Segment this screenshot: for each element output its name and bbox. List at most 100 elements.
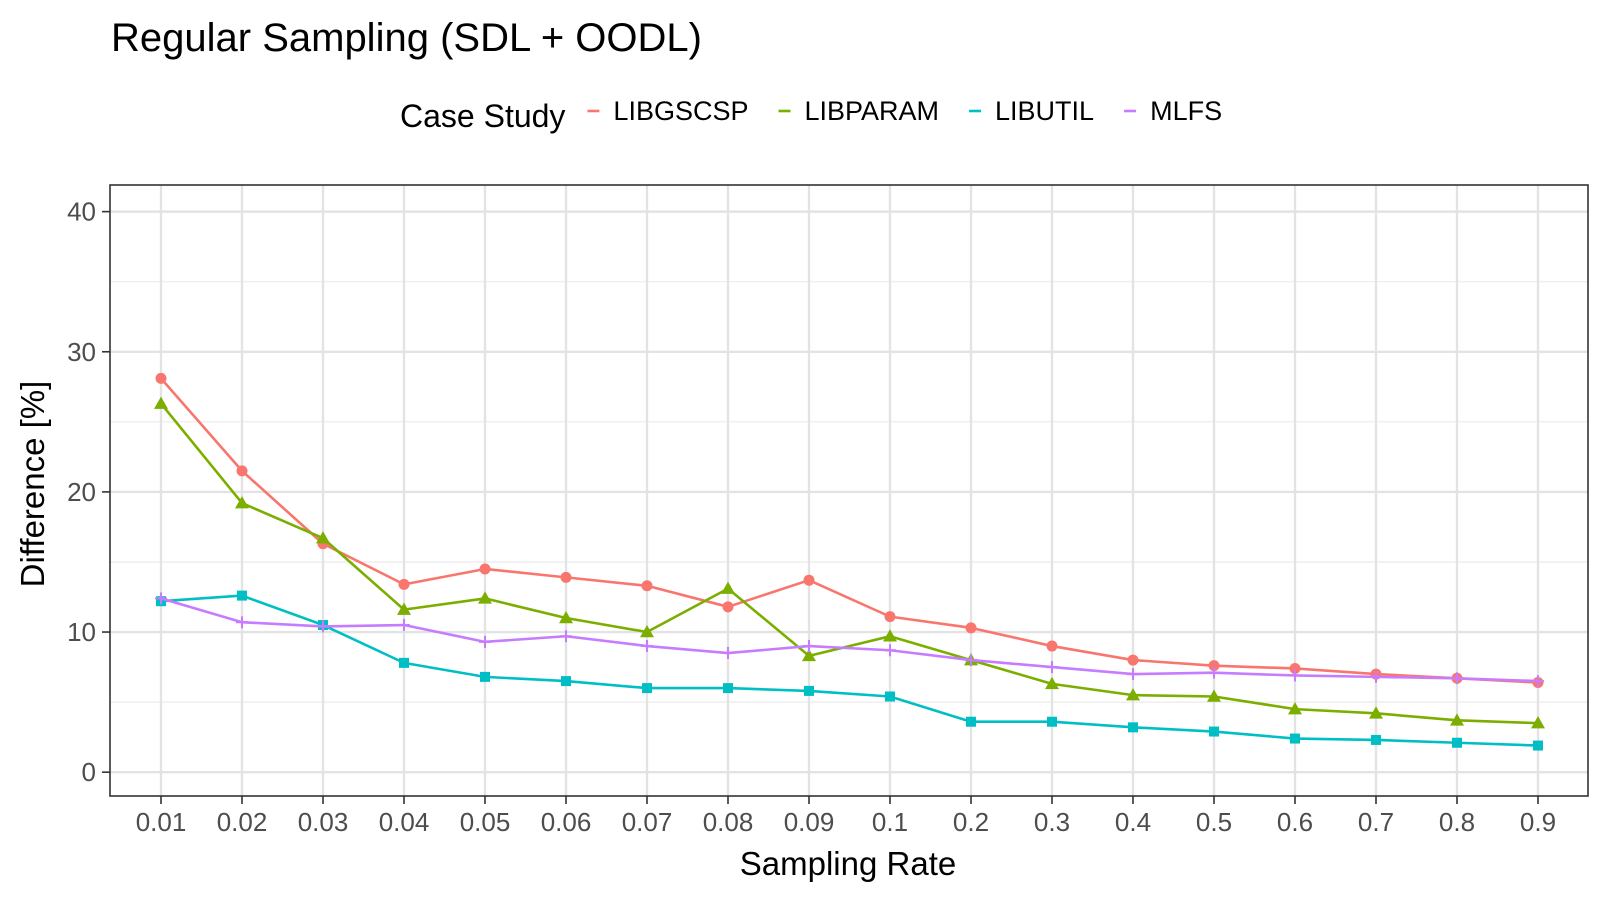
data-point-mlfs [722, 647, 734, 660]
legend-label-libutil: LIBUTIL [995, 96, 1094, 126]
data-point-libgscsp [965, 622, 977, 634]
x-tick-label: 0.8 [1439, 807, 1475, 837]
x-tick-label: 0.06 [541, 807, 592, 837]
data-point-libparam [802, 648, 816, 662]
series-line-libutil [160, 594, 1539, 747]
legend-label-libparam: LIBPARAM [804, 96, 939, 126]
data-point-libparam [883, 629, 897, 642]
grid-minor [110, 281, 1588, 703]
data-point-libutil [1371, 734, 1381, 745]
data-point-mlfs [398, 619, 410, 632]
data-point-libutil [237, 590, 247, 601]
x-tick-label: 0.08 [703, 807, 754, 837]
legend-item-mlfs: MLFS [1124, 96, 1222, 126]
y-tick-label: 40 [67, 197, 96, 227]
data-point-mlfs [479, 635, 491, 648]
data-point-libgscsp [398, 578, 410, 590]
data-point-libgscsp [1208, 660, 1220, 672]
data-point-mlfs [1532, 675, 1544, 688]
data-point-libgscsp [155, 372, 167, 384]
series-libparam [154, 396, 1545, 729]
legend-item-libparam: LIBPARAM [778, 96, 939, 126]
data-point-libutil [1209, 726, 1219, 737]
data-point-mlfs [236, 616, 248, 629]
x-tick-label: 0.6 [1277, 807, 1313, 837]
data-point-libparam [478, 591, 492, 604]
data-point-libutil [966, 716, 976, 727]
data-point-libparam [1369, 706, 1383, 719]
plot-panel [110, 185, 1588, 796]
data-point-libutil [1047, 716, 1057, 727]
x-axis-title: Sampling Rate [740, 845, 956, 882]
series-libgscsp [155, 372, 1544, 688]
y-axis-title: Difference [%] [14, 381, 51, 588]
legend-item-libgscsp: LIBGSCSP [587, 96, 748, 126]
data-point-libutil [723, 683, 733, 694]
x-tick-label: 0.07 [622, 807, 673, 837]
plot-area [109, 184, 1589, 797]
data-point-libgscsp [641, 580, 653, 592]
x-tick-label: 0.7 [1358, 807, 1394, 837]
y-axis: 0 10 20 30 40 [67, 197, 110, 787]
data-point-libparam [397, 602, 411, 615]
data-point-libparam [1126, 688, 1140, 701]
data-point-libparam [721, 581, 735, 594]
legend-title: Case Study [400, 98, 565, 134]
y-tick-label: 20 [67, 477, 96, 507]
data-point-libparam [316, 531, 330, 544]
data-point-mlfs [1208, 666, 1220, 679]
x-tick-label: 0.02 [217, 807, 268, 837]
x-tick-label: 0.3 [1034, 807, 1070, 837]
data-point-libparam [1288, 702, 1302, 715]
data-point-mlfs [1370, 670, 1382, 683]
y-tick-label: 30 [67, 337, 96, 367]
data-point-mlfs [641, 640, 653, 653]
data-point-libutil [1533, 740, 1543, 751]
y-tick-label: 10 [67, 617, 96, 647]
data-point-mlfs [803, 640, 815, 653]
data-point-libparam [1450, 713, 1464, 726]
data-point-mlfs [884, 644, 896, 657]
data-point-libutil [1452, 737, 1462, 748]
data-point-libparam [154, 396, 168, 409]
data-point-libutil [480, 671, 490, 682]
data-point-libgscsp [236, 465, 248, 477]
data-point-libutil [561, 676, 571, 687]
data-point-mlfs [560, 630, 572, 643]
x-tick-label: 0.09 [784, 807, 835, 837]
data-point-libparam [1531, 716, 1545, 729]
data-point-mlfs [965, 654, 977, 667]
x-tick-label: 0.2 [953, 807, 989, 837]
plot-border [109, 184, 1589, 797]
series-mlfs [155, 592, 1544, 688]
data-point-libgscsp [560, 571, 572, 583]
data-point-libgscsp [1127, 654, 1139, 666]
data-point-libparam [235, 496, 249, 509]
data-point-libparam [640, 625, 654, 638]
series-line-mlfs [160, 597, 1539, 683]
data-point-libgscsp [884, 611, 896, 623]
data-point-libparam [559, 611, 573, 624]
series-layer [154, 372, 1545, 751]
x-tick-label: 0.05 [460, 807, 511, 837]
data-point-libgscsp [722, 601, 734, 613]
data-point-libparam [1207, 689, 1221, 702]
x-tick-label: 0.4 [1115, 807, 1151, 837]
data-point-libgscsp [1289, 662, 1301, 674]
x-tick-label: 0.1 [872, 807, 908, 837]
data-point-libparam [1045, 676, 1059, 690]
data-point-libgscsp [803, 574, 815, 586]
x-tick-label: 0.5 [1196, 807, 1232, 837]
x-tick-label: 0.04 [379, 807, 430, 837]
y-tick-label: 0 [82, 757, 96, 787]
chart-title: Regular Sampling (SDL + OODL) [111, 16, 702, 60]
legend-item-libutil: LIBUTIL [969, 96, 1094, 126]
x-axis: 0.01 0.02 0.03 0.04 0.05 0.06 0.07 0.08 0.09 0.1 0… [136, 796, 1556, 837]
legend: Case Study LIBGSCSP LIBPARAM LIBUTIL MLFS [400, 96, 1222, 134]
data-point-mlfs [1289, 669, 1301, 682]
data-point-mlfs [1046, 661, 1058, 674]
data-point-libutil [1290, 733, 1300, 744]
x-tick-label: 0.03 [298, 807, 349, 837]
data-point-libutil [1128, 722, 1138, 733]
